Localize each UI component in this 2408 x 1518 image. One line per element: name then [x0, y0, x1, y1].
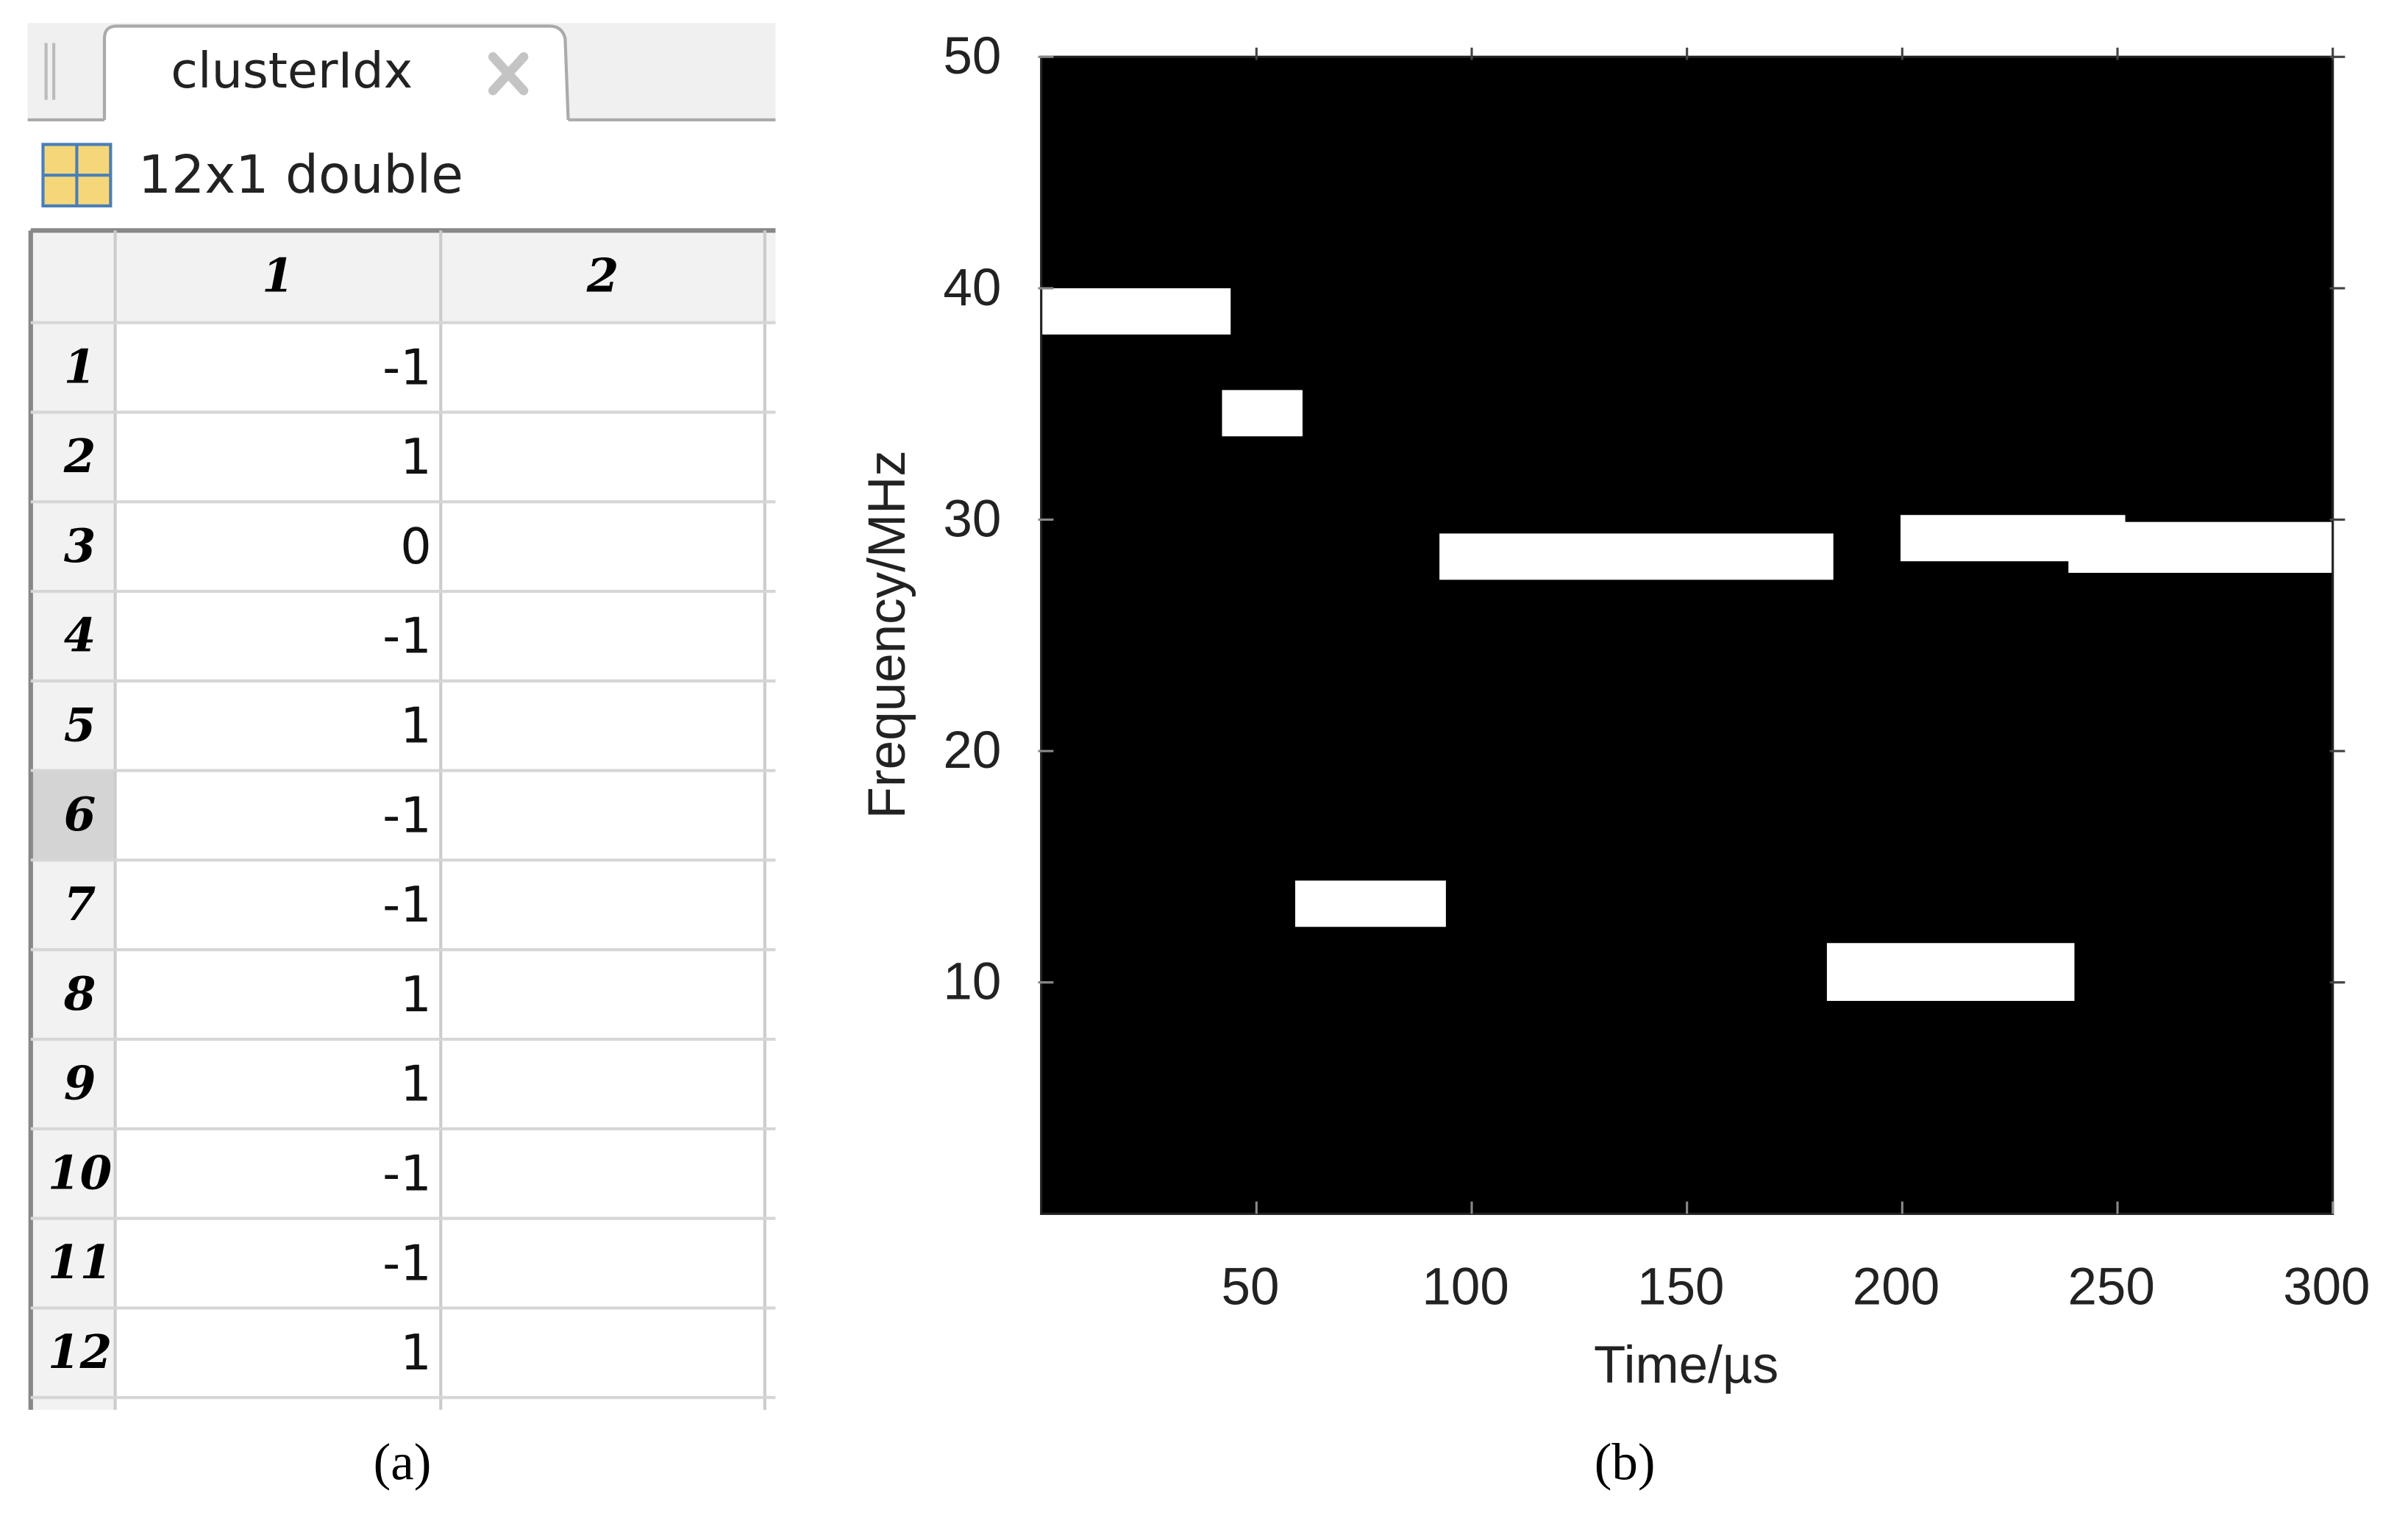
- x-tick-label: 300: [2283, 1258, 2370, 1316]
- row-header: 1: [64, 339, 96, 393]
- signal-block: [2068, 521, 2333, 573]
- variable-info: 12x1 double: [138, 144, 463, 205]
- cell-value: -1: [382, 786, 432, 844]
- caption: (b): [1595, 1433, 1656, 1491]
- drag-handle: [44, 43, 56, 100]
- row-header: 6: [64, 787, 96, 841]
- row-header: 8: [63, 966, 96, 1021]
- signal-block: [1041, 288, 1231, 335]
- signal-block: [1826, 943, 2075, 1001]
- y-tick-label: 50: [943, 27, 1001, 85]
- row-header: 2: [63, 429, 96, 483]
- table-background: [30, 230, 776, 1410]
- selected-row-header: [30, 770, 115, 860]
- caption: (a): [374, 1433, 432, 1491]
- y-tick-label: 10: [943, 953, 1001, 1011]
- column-header: 1: [262, 249, 294, 303]
- variable-tab[interactable]: [102, 24, 570, 121]
- x-tick-label: 50: [1222, 1258, 1280, 1316]
- row-header: 7: [64, 877, 96, 931]
- cell-value: 1: [400, 1324, 432, 1381]
- tab-title: clusterIdx: [171, 42, 413, 99]
- cell-value: -1: [382, 338, 432, 396]
- row-header: 12: [48, 1325, 112, 1379]
- row-header: 5: [64, 697, 96, 752]
- row-header: 10: [48, 1145, 112, 1200]
- y-tick-label: 20: [943, 721, 1001, 780]
- signal-block: [1439, 533, 1834, 580]
- x-tick-label: 250: [2067, 1258, 2154, 1316]
- cell-value: -1: [382, 607, 432, 665]
- signal-block: [1222, 390, 1303, 437]
- cell-value: -1: [382, 876, 432, 933]
- plot-area: [1041, 57, 2333, 1214]
- cell-value: -1: [382, 1144, 432, 1202]
- cell-value: 1: [400, 428, 432, 485]
- row-header: 9: [64, 1056, 96, 1111]
- header-row: [30, 230, 776, 323]
- row-header: 3: [64, 519, 96, 573]
- column-header: 2: [586, 249, 619, 303]
- chart: 50 100 150 200 250 300 10 20 30 40 50 Time/µs Freque…: [858, 27, 2370, 1394]
- row-header: 11: [48, 1235, 112, 1289]
- row-header-column: [30, 322, 115, 1410]
- x-tick-label: 200: [1853, 1258, 1939, 1316]
- x-tick-label: 100: [1422, 1258, 1508, 1316]
- y-tick-label: 40: [943, 259, 1001, 317]
- cell-value: -1: [382, 1234, 432, 1291]
- variable-table: 1 21 -12 13 04 -15 16 -17 -18 19 110 -111 -112 1: [28, 228, 776, 1410]
- signal-block: [1295, 880, 1446, 927]
- cell-value: 1: [400, 696, 432, 754]
- cell-value: 0: [400, 518, 432, 575]
- close-button[interactable]: [488, 52, 529, 96]
- cell-value: 1: [400, 1055, 432, 1113]
- cell-value: 1: [400, 966, 432, 1023]
- x-tick-label: 150: [1637, 1258, 1724, 1316]
- y-tick-label: 30: [943, 490, 1001, 548]
- row-header: 4: [64, 608, 96, 663]
- variable-icon: [41, 143, 113, 208]
- x-axis-label: Time/µs: [1594, 1336, 1778, 1394]
- y-axis-label: Frequency/MHz: [858, 450, 916, 819]
